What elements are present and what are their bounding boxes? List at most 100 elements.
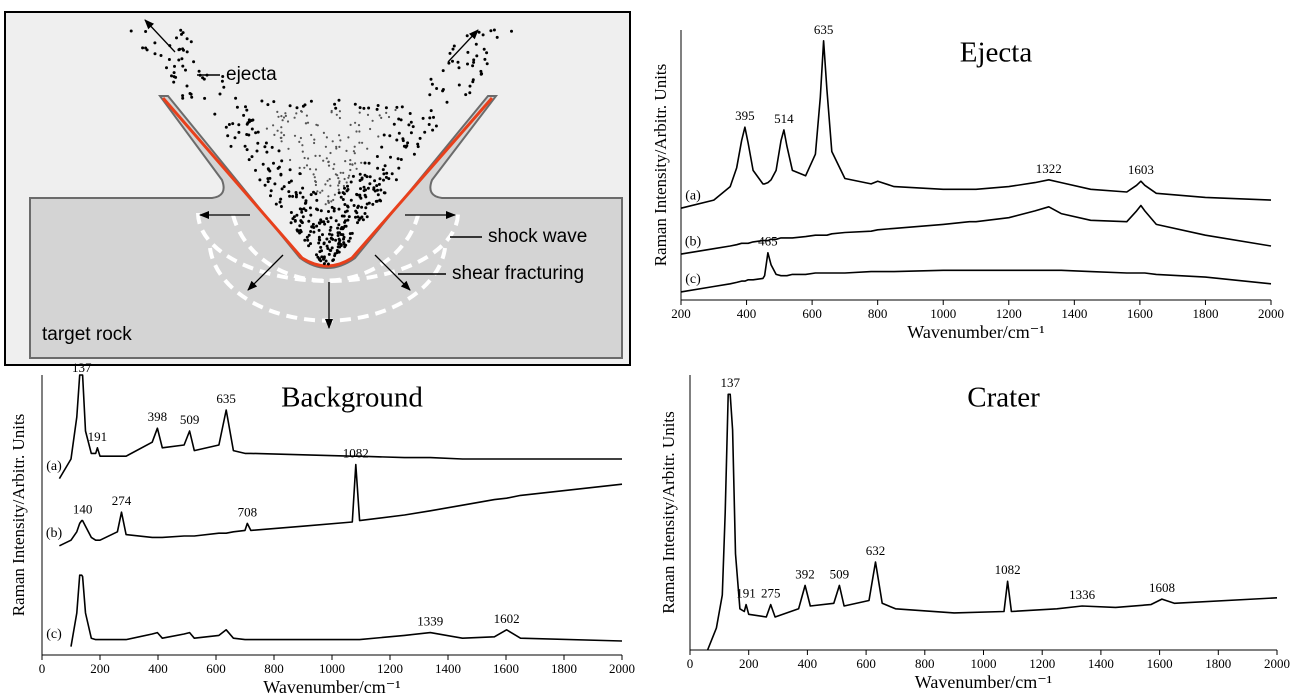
particle	[304, 209, 308, 212]
x-tick-label: 200	[671, 306, 691, 321]
peak-label: 1082	[343, 446, 369, 461]
particle	[315, 198, 319, 202]
particle	[315, 207, 318, 211]
particle	[334, 106, 338, 110]
particle	[338, 180, 341, 183]
particle	[329, 236, 333, 240]
particle	[339, 195, 343, 199]
particle	[273, 182, 277, 186]
particle	[336, 226, 340, 230]
particle	[309, 242, 312, 246]
x-tick-label: 1800	[551, 661, 577, 676]
particle	[265, 150, 269, 154]
particle	[185, 84, 189, 88]
label: shear fracturing	[452, 263, 584, 284]
particle	[376, 166, 380, 170]
particle	[189, 40, 193, 44]
particle	[308, 206, 312, 210]
particle	[338, 110, 341, 113]
particle	[483, 57, 487, 61]
particle	[269, 194, 272, 198]
particle	[384, 106, 388, 110]
x-tick-label: 1600	[493, 661, 519, 676]
particle	[479, 69, 483, 73]
peak-label: 1602	[494, 611, 520, 626]
particle	[282, 134, 286, 137]
particle	[361, 141, 364, 144]
particle	[332, 198, 335, 202]
particle	[329, 249, 333, 252]
particle	[322, 255, 326, 259]
particle	[295, 228, 299, 232]
particle	[226, 134, 230, 138]
particle	[378, 114, 381, 117]
particle	[337, 177, 340, 180]
particle	[346, 218, 350, 222]
peak-label: 509	[180, 412, 200, 427]
particle	[303, 201, 307, 205]
particle	[325, 136, 328, 139]
particle	[360, 205, 364, 209]
particle	[213, 112, 217, 116]
particle	[363, 212, 367, 215]
particle	[129, 29, 133, 33]
particle	[185, 37, 189, 41]
particle	[482, 47, 486, 51]
particle	[409, 131, 413, 135]
particle	[387, 177, 391, 181]
particle	[288, 104, 292, 108]
x-axis-label: Wavenumber/cm⁻¹	[263, 677, 400, 697]
particle	[303, 156, 306, 160]
particle	[333, 102, 337, 106]
particle	[328, 228, 332, 232]
particle	[402, 144, 406, 148]
particle	[339, 171, 342, 174]
particle	[298, 191, 302, 195]
particle	[401, 139, 405, 143]
particle	[272, 161, 275, 165]
particle	[321, 189, 324, 192]
particle	[336, 250, 340, 254]
chart-title: Ejecta	[960, 37, 1033, 69]
particle	[342, 241, 346, 245]
particle	[357, 218, 361, 222]
particle	[323, 222, 327, 226]
particle	[354, 209, 358, 213]
particle	[388, 134, 392, 138]
particle	[346, 205, 350, 209]
label: ejecta	[226, 64, 277, 85]
particle	[334, 238, 338, 242]
particle	[445, 100, 449, 104]
particle	[227, 123, 231, 126]
peak-label: 140	[73, 502, 93, 517]
particle	[289, 211, 293, 214]
particle	[280, 131, 283, 134]
particle	[378, 177, 382, 181]
peak-label: 1322	[1036, 161, 1062, 176]
particle	[354, 121, 357, 124]
particle	[342, 171, 345, 174]
particle	[382, 178, 385, 182]
particle	[343, 224, 347, 228]
particle	[322, 159, 325, 162]
x-tick-label: 1200	[377, 661, 403, 676]
particle	[409, 120, 413, 124]
x-tick-label: 400	[148, 661, 168, 676]
particle	[380, 145, 384, 149]
particle	[416, 142, 420, 146]
particle	[305, 164, 309, 167]
peak-label: 275	[761, 586, 781, 601]
x-tick-label: 200	[90, 661, 110, 676]
particle	[350, 231, 354, 235]
particle	[300, 208, 304, 211]
particle	[390, 172, 394, 176]
arrow	[447, 29, 479, 63]
particle	[375, 107, 379, 111]
particle	[377, 135, 380, 138]
particle	[421, 116, 425, 120]
particle	[260, 99, 264, 103]
particle	[394, 178, 398, 182]
x-tick-label: 600	[206, 661, 226, 676]
particle	[358, 111, 361, 114]
y-axis-label: Raman Intensity/Arbitr. Units	[9, 414, 28, 617]
